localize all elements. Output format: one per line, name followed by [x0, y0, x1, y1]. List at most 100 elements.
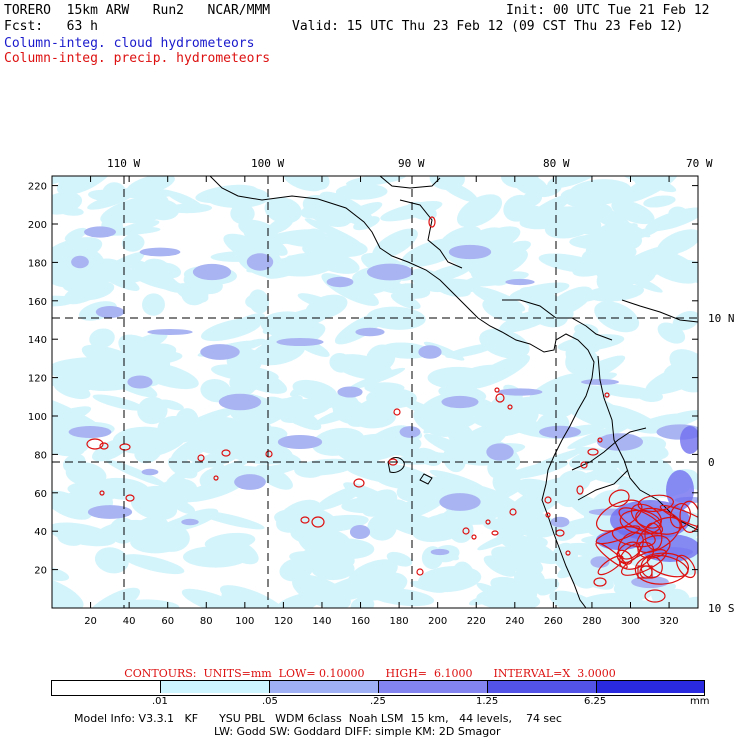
cloud-blob-light	[390, 504, 417, 517]
precip-contour-cluster	[676, 554, 696, 579]
cloud-blob-light	[234, 413, 273, 434]
precip-box	[637, 565, 653, 579]
cloud-blob-light	[568, 179, 633, 205]
cloud-blob-light	[134, 440, 162, 464]
cloud-blob-light	[62, 453, 86, 473]
cloud-blob-light	[467, 493, 520, 518]
cloud-blob-light	[594, 301, 640, 333]
cloud-blob-mid	[71, 255, 89, 269]
lon-label-90w: 90 W	[398, 157, 425, 170]
cloud-blob-mid	[141, 468, 159, 476]
precip-contour-cluster	[616, 549, 633, 565]
cloud-blob-light	[557, 558, 589, 579]
cloud-blob-light	[367, 514, 397, 541]
cloud-blob-light	[341, 496, 399, 514]
colorbar-bin-4	[488, 681, 597, 693]
cloud-blob-light	[483, 555, 516, 577]
cloud-blob-mid	[366, 263, 414, 281]
plot-frame	[51, 175, 699, 609]
cloud-blob-mid	[68, 426, 112, 438]
cloud-blob-light	[357, 275, 416, 296]
y-tick-label: 80	[34, 450, 47, 461]
cloud-blob-light	[528, 301, 552, 318]
cloud-blob-light	[545, 385, 612, 409]
cloud-blob-light	[513, 566, 546, 595]
cloud-blob-light	[240, 439, 264, 458]
cloud-blob-light	[437, 283, 471, 297]
cloud-blob-heavy	[610, 500, 690, 540]
cloud-blob-mid	[276, 337, 324, 347]
cloud-blob-light	[623, 226, 660, 241]
cloud-blob-light	[159, 399, 184, 411]
cloud-blob-light	[130, 516, 169, 544]
cloud-shading	[52, 176, 698, 608]
cloud-blob-light	[573, 592, 644, 608]
precip-contour	[644, 589, 666, 603]
cloud-blob-light	[76, 281, 115, 301]
y-tick-label: 60	[34, 489, 47, 500]
cloud-blob-light	[671, 259, 698, 285]
x-tick-label: 120	[274, 616, 293, 627]
lat-label-10s: 10 S	[708, 602, 735, 615]
cloud-blob-light	[440, 180, 478, 203]
colorbar-bin-1	[161, 681, 270, 693]
cloud-blob-light	[154, 262, 182, 279]
lon-label-70w: 70 W	[686, 157, 713, 170]
cloud-blob-mid	[127, 375, 153, 389]
cloud-blob-light	[297, 293, 338, 310]
cloud-blob-light	[52, 406, 92, 429]
cloud-blob-mid	[218, 393, 262, 411]
cloud-blob-light	[89, 328, 115, 349]
cloud-blob-light	[468, 414, 509, 425]
precip-contour	[197, 454, 205, 462]
cloud-blob-light	[130, 491, 178, 521]
precip-contour	[507, 404, 513, 410]
cloud-blob-light	[454, 573, 475, 583]
precip-contour	[300, 516, 310, 524]
colorbar-unit: mm	[690, 696, 710, 707]
cloud-blob-mid	[590, 556, 610, 568]
cloud-blob-light	[482, 297, 523, 322]
cloud-blob-light	[432, 412, 479, 431]
contour-info: CONTOURS: UNITS=mm LOW= 0.10000 HIGH= 6.…	[124, 667, 616, 680]
cloud-blob-light	[418, 566, 482, 593]
cloud-blob-mid	[550, 516, 570, 528]
precip-contour-cluster	[611, 526, 656, 548]
cloud-blob-mid	[181, 518, 199, 526]
cloud-blob-mid	[326, 276, 354, 288]
cloud-blob-light	[304, 218, 363, 246]
cloud-blob-light	[299, 547, 346, 575]
precip-contour	[99, 442, 109, 450]
cloud-blob-mid	[84, 226, 116, 238]
cloud-blob-light	[107, 202, 162, 224]
cloud-blob-light	[345, 176, 407, 187]
cloud-blob-light	[624, 600, 677, 608]
cloud-blob-light	[170, 434, 216, 463]
cloud-blob-light	[248, 289, 270, 314]
cloud-blob-mid	[505, 278, 535, 286]
cloud-blob-light	[657, 322, 686, 344]
cloud-blob-light	[372, 394, 408, 404]
precip-contour	[462, 527, 470, 535]
precip-contour	[393, 408, 401, 416]
cloud-blob-mid	[439, 493, 481, 511]
cloud-blob-light	[537, 580, 560, 596]
cloud-blob-light	[92, 394, 145, 411]
cloud-blob-light	[122, 599, 180, 608]
precip-contour-cluster	[679, 500, 698, 533]
cloud-blob-light	[388, 447, 446, 460]
colorbar-bin-2	[270, 681, 379, 693]
graticule	[52, 176, 698, 608]
precip-contour	[311, 516, 325, 528]
cloud-blob-light	[335, 202, 383, 225]
cloud-blob-light	[479, 328, 530, 359]
cloud-blob-mid	[349, 524, 371, 540]
cloud-blob-light	[470, 248, 528, 281]
x-tick-label: 240	[505, 616, 524, 627]
cloud-blob-mid	[399, 426, 421, 438]
cloud-blob-light	[668, 206, 690, 223]
precip-contour	[580, 461, 588, 469]
precip-contour	[221, 449, 231, 457]
cloud-blob-light	[390, 292, 421, 310]
cloud-blob-mid	[441, 395, 479, 409]
